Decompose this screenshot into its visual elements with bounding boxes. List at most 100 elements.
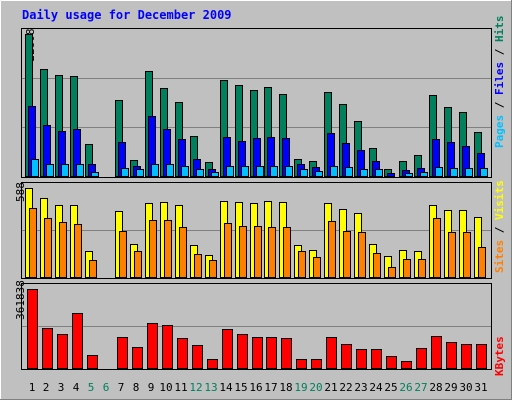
bar-sites-day-4 bbox=[74, 224, 82, 278]
chart-title: Daily usage for December 2009 bbox=[22, 8, 232, 22]
day-label-2: 2 bbox=[43, 381, 50, 394]
bar-pages-day-16 bbox=[256, 166, 264, 177]
bar-sites-day-25 bbox=[388, 267, 396, 278]
bar-kbytes-day-14 bbox=[222, 329, 233, 369]
bar-kbytes-day-9 bbox=[147, 323, 158, 369]
bar-sites-day-10 bbox=[164, 220, 172, 278]
legend-top-segment-3: / bbox=[493, 42, 506, 62]
bar-kbytes-day-10 bbox=[162, 325, 173, 369]
day-label-9: 9 bbox=[148, 381, 155, 394]
bar-sites-day-29 bbox=[448, 232, 456, 278]
bar-pages-day-8 bbox=[136, 169, 144, 177]
bar-pages-day-2 bbox=[46, 164, 54, 177]
bar-pages-day-15 bbox=[241, 166, 249, 177]
bar-sites-day-15 bbox=[239, 226, 247, 278]
bar-kbytes-day-31 bbox=[476, 344, 487, 369]
bar-kbytes-day-19 bbox=[296, 359, 307, 369]
bar-pages-day-14 bbox=[226, 166, 234, 177]
bar-kbytes-day-15 bbox=[237, 334, 248, 369]
bar-pages-day-13 bbox=[211, 172, 219, 177]
bar-pages-day-5 bbox=[91, 172, 99, 177]
bar-pages-day-18 bbox=[285, 166, 293, 177]
bar-kbytes-day-2 bbox=[42, 328, 53, 369]
bar-pages-day-24 bbox=[375, 169, 383, 177]
panel-frames bbox=[21, 28, 492, 370]
bar-pages-day-1 bbox=[31, 159, 39, 177]
bar-kbytes-day-30 bbox=[461, 344, 472, 369]
bar-kbytes-day-16 bbox=[252, 337, 263, 369]
day-label-14: 14 bbox=[219, 381, 233, 394]
bar-sites-day-31 bbox=[478, 247, 486, 278]
day-label-15: 15 bbox=[234, 381, 247, 394]
bar-sites-day-23 bbox=[358, 232, 366, 278]
bar-sites-day-8 bbox=[134, 251, 142, 278]
bar-pages-day-21 bbox=[330, 166, 338, 177]
day-label-6: 6 bbox=[103, 381, 110, 394]
bar-pages-day-22 bbox=[345, 167, 353, 177]
bar-pages-day-20 bbox=[315, 171, 323, 177]
day-label-17: 17 bbox=[264, 381, 277, 394]
bar-pages-day-3 bbox=[61, 164, 69, 177]
day-label-12: 12 bbox=[189, 381, 202, 394]
bar-pages-day-31 bbox=[480, 168, 488, 177]
bar-sites-day-7 bbox=[119, 231, 127, 278]
bar-kbytes-day-29 bbox=[446, 342, 457, 369]
legend-middle-segment-1: / bbox=[493, 220, 506, 240]
day-label-26: 26 bbox=[399, 381, 412, 394]
bar-pages-day-17 bbox=[270, 166, 278, 177]
legend-top-segment-2: Files bbox=[493, 62, 506, 95]
kbytes-scale-max-label: 361838 bbox=[14, 280, 27, 320]
day-label-28: 28 bbox=[429, 381, 442, 394]
hits-files-pages-legend: Pages / Files / Hits bbox=[493, 16, 506, 149]
day-label-4: 4 bbox=[73, 381, 80, 394]
bar-pages-day-4 bbox=[76, 164, 84, 177]
bar-pages-day-19 bbox=[300, 169, 308, 177]
day-label-30: 30 bbox=[459, 381, 472, 394]
bar-kbytes-day-24 bbox=[371, 349, 382, 369]
day-label-20: 20 bbox=[309, 381, 322, 394]
bar-sites-day-13 bbox=[209, 260, 217, 278]
day-label-8: 8 bbox=[133, 381, 140, 394]
legend-bottom-segment-0: KBytes bbox=[493, 336, 506, 376]
bar-pages-day-30 bbox=[465, 168, 473, 177]
visits-sites-legend: Sites / Visits bbox=[493, 180, 506, 273]
bar-sites-day-21 bbox=[328, 221, 336, 278]
bar-sites-day-2 bbox=[44, 218, 52, 278]
bar-kbytes-day-21 bbox=[326, 337, 337, 369]
day-label-18: 18 bbox=[279, 381, 292, 394]
visits-scale-max-label: 588 bbox=[14, 182, 27, 202]
bar-sites-day-5 bbox=[89, 260, 97, 278]
bar-sites-day-19 bbox=[298, 251, 306, 278]
bar-sites-day-30 bbox=[463, 232, 471, 278]
day-label-23: 23 bbox=[354, 381, 367, 394]
bar-kbytes-day-18 bbox=[281, 338, 292, 369]
bar-kbytes-day-27 bbox=[416, 348, 427, 369]
day-label-29: 29 bbox=[444, 381, 457, 394]
day-label-5: 5 bbox=[88, 381, 95, 394]
bar-pages-day-29 bbox=[450, 168, 458, 177]
bar-kbytes-day-12 bbox=[192, 345, 203, 369]
bar-sites-day-3 bbox=[59, 222, 67, 278]
day-labels: 1 2 3 4 5 6 7 8 9 10 11 12 13 14 15 16 17 18 19 20 21 22 23 24 2… bbox=[29, 381, 488, 394]
legend-middle-segment-2: Visits bbox=[493, 180, 506, 220]
day-label-21: 21 bbox=[324, 381, 337, 394]
day-label-25: 25 bbox=[384, 381, 397, 394]
bar-sites-day-26 bbox=[403, 259, 411, 278]
bar-kbytes-day-28 bbox=[431, 336, 442, 369]
bar-sites-day-14 bbox=[224, 223, 232, 278]
chart-bars bbox=[25, 34, 488, 369]
day-label-11: 11 bbox=[174, 381, 187, 394]
bar-kbytes-day-26 bbox=[401, 361, 412, 369]
bar-sites-day-16 bbox=[254, 226, 262, 278]
bar-pages-day-28 bbox=[435, 167, 443, 177]
bar-sites-day-11 bbox=[179, 227, 187, 278]
bar-sites-day-9 bbox=[149, 220, 157, 278]
bar-pages-day-27 bbox=[420, 172, 428, 177]
bar-sites-day-12 bbox=[194, 254, 202, 278]
bar-kbytes-day-22 bbox=[341, 344, 352, 369]
day-label-31: 31 bbox=[474, 381, 487, 394]
bar-kbytes-day-25 bbox=[386, 356, 397, 369]
bar-sites-day-27 bbox=[418, 259, 426, 278]
day-label-1: 1 bbox=[29, 381, 36, 394]
